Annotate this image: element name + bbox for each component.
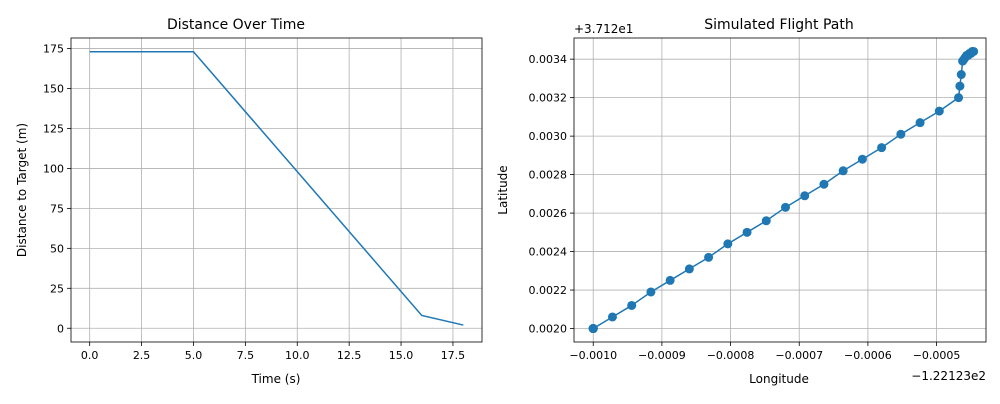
flight-path-chart-xlabel: Longitude (749, 372, 809, 386)
x-tick-label: −0.0005 (913, 349, 961, 362)
y-tick-label: 0.0032 (529, 92, 568, 105)
y-tick-label: 0.0028 (529, 169, 568, 182)
y-tick-label: 150 (43, 83, 64, 96)
data-point (954, 93, 964, 103)
y-tick-label: 125 (43, 122, 64, 135)
data-point (819, 179, 829, 189)
data-point (857, 154, 867, 164)
x-tick-label: −0.0006 (844, 349, 892, 362)
y-tick-label: 25 (50, 282, 64, 295)
data-point (742, 227, 752, 237)
x-tick-label: −0.0007 (775, 349, 823, 362)
data-point (704, 252, 714, 262)
distance-chart-frame (70, 37, 483, 343)
x-tick-label: 12.5 (337, 349, 362, 362)
y-tick-label: 0.0034 (529, 53, 568, 66)
data-point (588, 324, 598, 334)
y-tick-label: 100 (43, 162, 64, 175)
x-tick-label: 15.0 (389, 349, 414, 362)
data-point (955, 81, 965, 91)
flight-path-chart-title: Simulated Flight Path (704, 17, 853, 33)
data-point (896, 129, 906, 139)
data-point (838, 166, 848, 176)
x-offset-label: −1.22123e2 (911, 369, 986, 383)
data-point (627, 300, 637, 310)
x-tick-label: 2.5 (133, 349, 151, 362)
x-tick-label: −0.0008 (707, 349, 755, 362)
flight-path-chart-frame (573, 37, 987, 343)
data-point (607, 312, 617, 322)
data-point (915, 118, 925, 128)
data-point (780, 202, 790, 212)
y-tick-label: 0.0026 (529, 207, 568, 220)
data-point (646, 287, 656, 297)
x-tick-label: 10.0 (285, 349, 310, 362)
x-tick-label: 17.5 (441, 349, 466, 362)
distance-chart: Distance Over Time 0.0 2.5 5.0 7.5 10.0 12.5 1… (15, 17, 483, 386)
x-tick-label: 0.0 (81, 349, 99, 362)
data-point (684, 264, 694, 274)
distance-chart-title: Distance Over Time (167, 17, 305, 33)
x-tick-label: 7.5 (237, 349, 255, 362)
y-tick-label: 175 (43, 43, 64, 56)
data-point (956, 70, 966, 80)
data-point (761, 216, 771, 226)
x-tick-label: −0.0010 (569, 349, 617, 362)
distance-chart-xlabel: Time (s) (251, 372, 301, 386)
x-tick-label: −0.0009 (638, 349, 686, 362)
data-point (969, 46, 979, 56)
data-point (800, 191, 810, 201)
y-tick-label: 75 (50, 202, 64, 215)
data-point (877, 143, 887, 153)
y-offset-label: +3.712e1 (574, 22, 633, 36)
data-point (723, 239, 733, 249)
data-point (934, 106, 944, 116)
y-tick-label: 0.0024 (529, 246, 568, 259)
y-tick-label: 0.0030 (529, 130, 568, 143)
y-tick-label: 0.0022 (529, 284, 568, 297)
flight-path-chart-ylabel: Latitude (496, 165, 510, 214)
series-line (89, 51, 464, 326)
y-tick-label: 0.0020 (529, 323, 568, 336)
y-tick-label: 0 (57, 322, 64, 335)
distance-chart-ylabel: Distance to Target (m) (15, 123, 29, 257)
y-tick-label: 50 (50, 242, 64, 255)
flight-path-chart: Simulated Flight Path −0.0010 −0.0009 −0.0… (496, 17, 987, 386)
data-point (665, 275, 675, 285)
x-tick-label: 5.0 (185, 349, 203, 362)
